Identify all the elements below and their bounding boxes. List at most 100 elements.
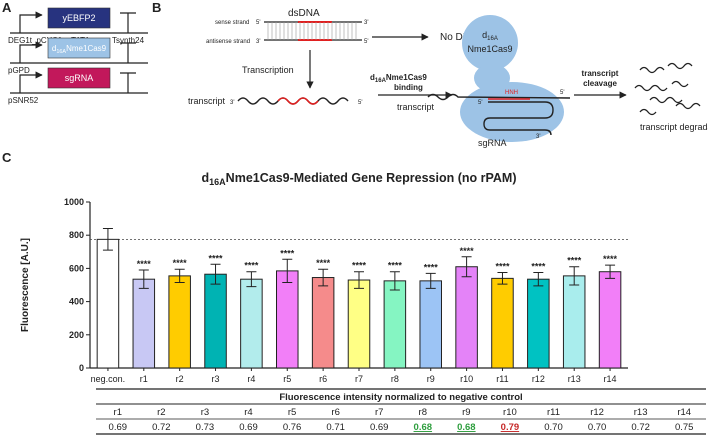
x-tick-label: r11: [496, 374, 508, 384]
y-tick-label: 800: [69, 230, 84, 240]
x-tick-label: r2: [176, 374, 184, 384]
bar: [168, 275, 191, 369]
gene-box: [47, 7, 111, 29]
sgrna-strand: [483, 101, 554, 136]
protein-label: Nme1Cas9: [467, 44, 512, 54]
table-header: r6: [331, 407, 339, 418]
gene-label: d16ANme1Cas9: [52, 44, 107, 55]
y-tick-label: 1000: [64, 197, 84, 207]
bar: [311, 277, 335, 369]
promoter-arrow: [19, 41, 43, 63]
x-tick-label: r8: [391, 374, 399, 384]
gene-label: yEBFP2: [62, 13, 95, 23]
significance-label: ****: [424, 262, 439, 272]
table-cell: 0.69: [370, 422, 389, 433]
text: d: [52, 44, 56, 53]
y-tick-label: 200: [69, 330, 84, 340]
error-bar: [497, 272, 508, 285]
table-cell: 0.75: [675, 422, 694, 433]
dsdna-label: dsDNA: [288, 8, 320, 19]
table-header: r1: [114, 407, 122, 418]
dsdna: [264, 21, 362, 41]
protein-blob: [474, 64, 510, 92]
fragments: [634, 62, 701, 116]
table-cell: 0.72: [152, 422, 171, 433]
strand-label: sense strand: [215, 20, 249, 26]
end-label: 5': [364, 39, 368, 45]
end-label: 5': [358, 100, 362, 106]
x-tick-label: r14: [604, 374, 617, 384]
panel-b: sense strand antisense strand 5' 3' 3' 5…: [188, 8, 708, 148]
promoter-arrow: [19, 11, 43, 33]
error-bar: [174, 268, 185, 284]
sgrna-label: sgRNA: [478, 138, 507, 148]
promoter-arrow: [19, 71, 43, 93]
x-tick-label: r12: [532, 374, 545, 384]
significance-label: ****: [173, 258, 188, 268]
promoter-label: pGPD: [8, 66, 30, 75]
x-tick-label: r3: [212, 374, 220, 384]
bar: [491, 277, 514, 369]
table-cell: 0.73: [196, 422, 215, 433]
text: cleavage: [583, 79, 617, 88]
table-cell: 0.79: [501, 422, 520, 433]
hnh-label: HNH: [505, 90, 518, 96]
panel-label: C: [2, 150, 12, 165]
gene-box: [47, 67, 111, 89]
bar: [562, 275, 586, 369]
terminator: [120, 72, 136, 93]
panel-label: B: [152, 0, 161, 15]
cleavage-label: transcript cleavage: [582, 69, 619, 88]
end-label: 3': [230, 100, 234, 106]
table-header: r7: [375, 407, 383, 418]
transcription-label: Transcription: [242, 65, 294, 75]
protein-label: d16A: [482, 30, 498, 42]
table-header: r10: [503, 407, 517, 418]
bar: [598, 271, 622, 369]
table-header: r4: [244, 407, 252, 418]
x-tick-label: r1: [140, 374, 148, 384]
significance-label: ****: [531, 262, 546, 272]
degradation-label: transcript degradation: [640, 122, 708, 132]
transcript-label: transcript: [397, 102, 435, 112]
x-tick-label: r6: [319, 374, 327, 384]
bar: [240, 278, 263, 369]
terminator: [120, 42, 136, 63]
error-bar: [461, 256, 472, 278]
table-cell: 0.70: [544, 422, 563, 433]
error-bar: [138, 269, 149, 289]
text: Nme1Cas9-Mediated Gene Repression (no rP…: [226, 171, 517, 185]
text: 16A: [56, 49, 66, 55]
bar: [204, 273, 227, 369]
chart-title: d16ANme1Cas9-Mediated Gene Repression (n…: [202, 171, 517, 187]
text: Nme1Cas9: [386, 73, 427, 82]
terminator-label: Tsynth24: [112, 36, 145, 45]
table-cell: 0.68: [414, 422, 433, 433]
bar: [132, 278, 156, 369]
significance-label: ****: [388, 261, 403, 271]
x-tick-label: neg.con.: [91, 374, 126, 384]
significance-label: ****: [603, 254, 618, 264]
x-tick-label: r7: [355, 374, 363, 384]
table-header: r11: [547, 407, 560, 418]
bar: [419, 280, 442, 369]
error-bar: [389, 271, 400, 291]
bar: [455, 266, 478, 369]
table-cell: 0.68: [457, 422, 476, 433]
text: 16A: [375, 78, 387, 84]
transcript-label: transcript: [188, 96, 226, 106]
table-cell: 0.69: [239, 422, 258, 433]
error-bar: [533, 272, 544, 287]
significance-label: ****: [209, 253, 224, 263]
x-tick-label: r5: [283, 374, 291, 384]
text: d: [202, 171, 210, 185]
table-header: r5: [288, 407, 296, 418]
error-bar: [354, 271, 364, 289]
table-cell: 0.70: [588, 422, 607, 433]
x-tick-label: r10: [460, 374, 473, 384]
x-tick-label: r4: [247, 374, 255, 384]
error-bar: [318, 268, 329, 287]
table-cell: 0.76: [283, 422, 302, 433]
table-header: r8: [419, 407, 427, 418]
x-tick-label: r13: [568, 374, 581, 384]
